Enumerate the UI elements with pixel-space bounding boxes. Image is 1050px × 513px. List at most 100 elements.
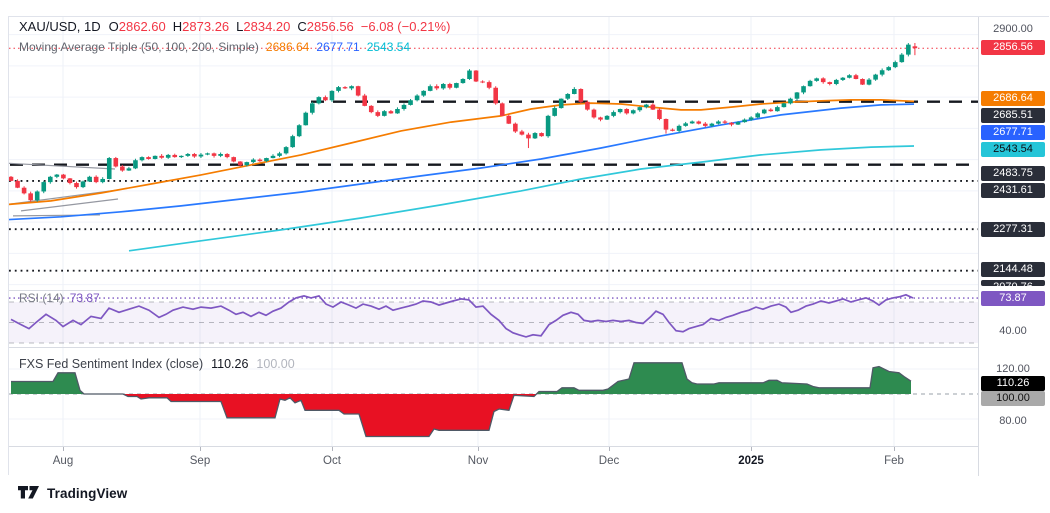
candle (172, 154, 178, 158)
candle (670, 129, 675, 131)
candle (748, 117, 754, 120)
candle (519, 131, 525, 135)
price-badge: 2431.61 (981, 182, 1045, 198)
candle (61, 174, 66, 179)
candle (159, 155, 164, 158)
ma-line (128, 145, 915, 252)
candle (414, 95, 420, 101)
tradingview-logo-icon (18, 486, 39, 499)
candle (21, 187, 27, 194)
candle (598, 117, 603, 120)
candle (133, 160, 138, 169)
candle (211, 153, 217, 156)
candle (310, 103, 315, 113)
price-axis[interactable]: 2900.00 2856.56 2686.64 2685.51 2677.71 2543.… (978, 17, 1050, 476)
candle (683, 123, 688, 126)
ohlc-l: L2834.20 (236, 19, 291, 34)
candle (87, 176, 92, 182)
candle (100, 178, 105, 183)
sentiment-area-negative (11, 394, 911, 437)
candle (480, 81, 485, 83)
candle (146, 157, 151, 159)
candle (454, 83, 459, 88)
time-tick (894, 447, 895, 451)
candle (375, 112, 381, 116)
time-axis-label: Nov (467, 455, 489, 467)
candle (15, 180, 20, 188)
chart-area[interactable] (9, 17, 1048, 474)
sentiment-baseline-value: 100.00 (256, 357, 295, 371)
candle (565, 93, 571, 99)
price-badge: 73.87 (981, 290, 1045, 306)
candle (775, 107, 780, 112)
candle (558, 98, 564, 109)
candle (630, 110, 636, 114)
ma-indicator-title[interactable]: Moving Average Triple (50, 100, 200, Sim… (19, 40, 259, 54)
change-value: −6.08 (−0.21%) (360, 19, 451, 34)
candle (604, 115, 610, 120)
candle (349, 86, 354, 89)
sentiment-area-positive (11, 362, 911, 394)
candle (814, 78, 819, 81)
candle (781, 103, 787, 108)
candle (41, 182, 47, 192)
candle (506, 115, 512, 124)
rsi-line (10, 293, 914, 338)
candle (657, 109, 662, 119)
candle (447, 83, 453, 88)
tradingview-logo[interactable]: TradingView (18, 486, 127, 501)
candle (722, 121, 728, 123)
candle (165, 154, 171, 158)
candle (611, 112, 616, 116)
candle (801, 86, 806, 93)
candle (892, 62, 898, 68)
trendline (9, 162, 116, 170)
candle (761, 109, 767, 114)
candle (257, 159, 263, 162)
candle (342, 87, 348, 89)
rsi-indicator-header: RSI (14) 73.87 (19, 291, 100, 305)
candle (329, 90, 335, 101)
ma-values: 2686.64 2677.71 2543.54 (259, 40, 410, 54)
candle (906, 44, 911, 55)
candle (205, 153, 210, 155)
candle (709, 123, 715, 126)
time-axis[interactable]: Aug Sep Oct Nov Dec 2025 Feb (9, 446, 978, 476)
candle (820, 78, 826, 83)
candle (192, 153, 197, 157)
candle (198, 154, 204, 157)
rsi-value: 73.87 (69, 291, 100, 305)
candle (362, 95, 367, 106)
ma-value: 2543.54 (366, 40, 411, 54)
candle (545, 115, 551, 137)
candle (467, 70, 472, 79)
sentiment-indicator-title[interactable]: FXS Fed Sentiment Index (close) (19, 357, 204, 371)
candle (251, 159, 256, 163)
candle (834, 79, 839, 84)
candle (912, 46, 918, 49)
symbol-name[interactable]: XAU/USD, 1D (19, 19, 101, 34)
candle (179, 155, 184, 158)
candle (493, 87, 498, 104)
rsi-indicator-title[interactable]: RSI (14) (19, 291, 64, 305)
candle (126, 168, 132, 171)
candle (552, 108, 557, 116)
chart-frame: XAU/USD, 1D O2862.60 H2873.26 L2834.20 C2856… (8, 16, 1050, 476)
candle (218, 153, 223, 156)
candle (591, 109, 597, 118)
candle (486, 82, 492, 88)
candle (860, 78, 865, 85)
candle (539, 133, 544, 137)
candle (270, 155, 276, 159)
candle (296, 125, 302, 137)
ohlc-h: H2873.26 (172, 19, 230, 34)
candle (93, 176, 99, 183)
candle (807, 80, 813, 87)
candle (67, 178, 73, 184)
ma-value: 2686.64 (265, 40, 310, 54)
candle (34, 191, 40, 201)
time-tick (200, 447, 201, 451)
candle (853, 75, 859, 79)
time-tick (751, 447, 752, 451)
candle (460, 78, 466, 84)
